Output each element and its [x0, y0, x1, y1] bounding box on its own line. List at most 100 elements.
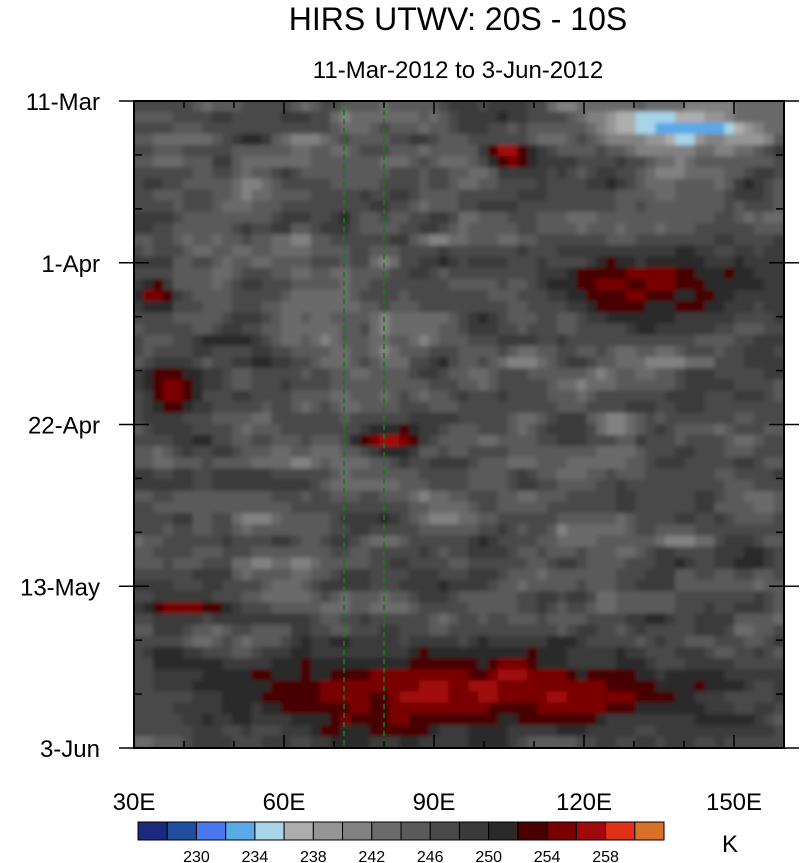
heatmap-cell	[547, 580, 559, 593]
heatmap-cell	[134, 713, 145, 727]
heatmap-cell	[251, 223, 263, 236]
heatmap-cell	[271, 513, 283, 526]
heatmap-cell	[596, 301, 608, 314]
heatmap-cell	[153, 189, 165, 202]
heatmap-cell	[753, 211, 765, 225]
heatmap-cell	[153, 200, 165, 214]
heatmap-cell	[251, 524, 263, 537]
heatmap-cell	[202, 490, 214, 504]
heatmap-cell	[537, 101, 549, 113]
heatmap-cell	[753, 390, 765, 403]
heatmap-cell	[547, 513, 559, 526]
heatmap-cell	[389, 479, 401, 493]
heatmap-cell	[419, 167, 431, 180]
heatmap-cell	[458, 669, 470, 682]
heatmap-cell	[487, 635, 499, 649]
heatmap-cell	[517, 167, 529, 180]
heatmap-cell	[635, 725, 647, 738]
heatmap-cell	[566, 334, 578, 348]
heatmap-cell	[271, 401, 283, 414]
heatmap-cell	[625, 501, 637, 515]
heatmap-cell	[281, 647, 293, 660]
heatmap-cell	[734, 189, 746, 202]
heatmap-cell	[655, 267, 667, 281]
heatmap-cell	[537, 546, 549, 559]
heatmap-cell	[143, 401, 155, 414]
heatmap-cell	[517, 725, 529, 738]
heatmap-cell	[310, 713, 322, 727]
heatmap-cell	[714, 368, 726, 381]
heatmap-cell	[734, 591, 746, 604]
heatmap-cell	[744, 189, 756, 202]
heatmap-cell	[300, 301, 312, 314]
heatmap-cell	[330, 312, 342, 325]
heatmap-cell	[744, 435, 756, 448]
heatmap-cell	[134, 278, 145, 292]
heatmap-cell	[320, 691, 332, 704]
heatmap-cell	[231, 680, 243, 693]
heatmap-cell	[222, 401, 234, 414]
heatmap-cell	[704, 412, 716, 426]
heatmap-cell	[763, 401, 775, 414]
heatmap-cell	[487, 122, 499, 136]
heatmap-cell	[507, 234, 519, 247]
heatmap-cell	[359, 591, 371, 604]
heatmap-cell	[615, 691, 628, 704]
heatmap-cell	[320, 702, 332, 716]
heatmap-cell	[231, 658, 243, 671]
heatmap-cell	[625, 702, 637, 716]
heatmap-cell	[596, 691, 608, 704]
heatmap-cell	[320, 736, 332, 748]
heatmap-cell	[684, 334, 696, 348]
heatmap-cell	[438, 546, 450, 559]
heatmap-cell	[281, 178, 293, 191]
heatmap-cell	[478, 122, 490, 136]
heatmap-cell	[684, 390, 696, 403]
heatmap-cell	[202, 658, 214, 671]
heatmap-cell	[487, 524, 499, 537]
heatmap-cell	[290, 423, 303, 437]
heatmap-cell	[182, 546, 194, 559]
heatmap-cell	[182, 725, 194, 738]
heatmap-cell	[192, 234, 204, 247]
heatmap-cell	[645, 301, 657, 314]
heatmap-cell	[478, 379, 490, 392]
heatmap-cell	[448, 546, 460, 559]
heatmap-cell	[556, 368, 568, 381]
heatmap-cell	[290, 412, 303, 426]
heatmap-cell	[734, 713, 746, 727]
heatmap-cell	[487, 211, 499, 225]
heatmap-cell	[134, 390, 145, 403]
heatmap-cell	[251, 401, 263, 414]
heatmap-cell	[438, 334, 450, 348]
heatmap-cell	[655, 301, 667, 314]
heatmap-cell	[645, 535, 657, 548]
heatmap-cell	[537, 446, 549, 459]
heatmap-cell	[231, 234, 243, 247]
heatmap-cell	[281, 167, 293, 180]
heatmap-cell	[330, 635, 342, 649]
heatmap-cell	[606, 101, 618, 113]
heatmap-cell	[635, 111, 647, 124]
heatmap-cell	[537, 580, 549, 593]
heatmap-cell	[369, 468, 381, 481]
heatmap-cell	[684, 702, 696, 716]
heatmap-cell	[143, 479, 155, 493]
heatmap-cell	[487, 156, 499, 169]
heatmap-cell	[517, 345, 529, 359]
heatmap-cell	[734, 234, 746, 247]
heatmap-cell	[438, 200, 450, 214]
heatmap-cell	[359, 490, 371, 504]
heatmap-cell	[143, 223, 155, 236]
heatmap-cell	[468, 145, 480, 158]
heatmap-cell	[635, 524, 647, 537]
heatmap-cell	[566, 580, 578, 593]
heatmap-cell	[517, 624, 529, 638]
heatmap-cell	[744, 178, 756, 191]
heatmap-cell	[586, 501, 598, 515]
heatmap-cell	[665, 435, 677, 448]
heatmap-cell	[606, 736, 618, 748]
heatmap-cell	[202, 613, 214, 626]
heatmap-cell	[389, 101, 401, 113]
heatmap-cell	[369, 658, 381, 671]
